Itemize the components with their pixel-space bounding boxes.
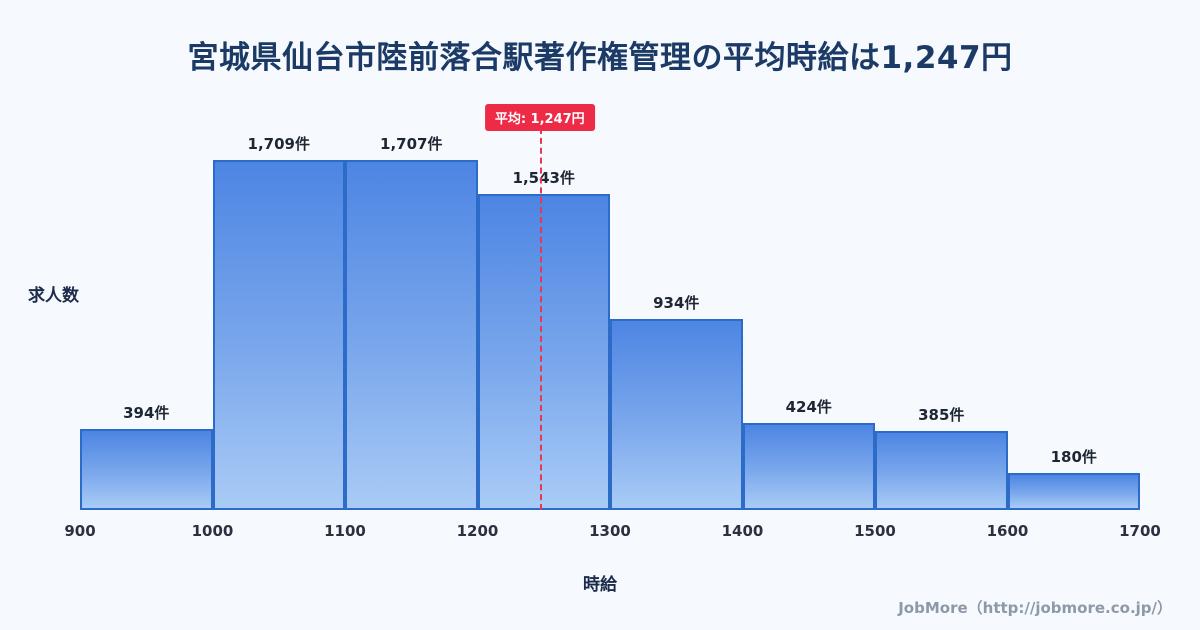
average-line	[539, 128, 542, 510]
bar-value-label: 1,543件	[512, 168, 575, 187]
x-tick-label: 1300	[589, 522, 631, 540]
x-tick-label: 1600	[986, 522, 1029, 540]
bar-value-label: 934件	[653, 293, 700, 312]
histogram-bar	[477, 193, 610, 510]
x-axis-label: 時給	[583, 575, 617, 595]
chart-title: 宮城県仙台市陸前落合駅著作権管理の平均時給は1,247円	[187, 40, 1013, 76]
bar-value-label: 394件	[123, 404, 170, 423]
bar-value-label: 180件	[1050, 448, 1097, 467]
x-tick-label: 1100	[324, 522, 366, 540]
bar-value-label: 385件	[918, 406, 965, 425]
footer-credit: JobMore（http://jobmore.co.jp/）	[898, 599, 1172, 617]
histogram-bar	[1007, 473, 1140, 510]
x-tick-label: 1400	[721, 522, 764, 540]
bar-value-label: 424件	[785, 398, 832, 417]
bar-value-label: 1,707件	[380, 135, 443, 154]
histogram-bar	[742, 423, 875, 510]
histogram-bar	[212, 160, 345, 510]
histogram-bar	[345, 160, 478, 510]
x-tick-label: 1000	[191, 522, 234, 540]
x-tick-label: 1700	[1119, 522, 1161, 540]
histogram-bar	[875, 431, 1008, 510]
histogram-bar	[610, 318, 743, 510]
histogram-bar	[80, 429, 213, 510]
y-axis-label: 求人数	[28, 286, 79, 306]
bar-value-label: 1,709件	[247, 135, 310, 153]
x-tick-label: 1500	[854, 522, 896, 540]
x-tick-label: 1200	[456, 522, 499, 540]
average-badge: 平均: 1,247円	[484, 104, 595, 131]
x-tick-label: 900	[64, 522, 96, 540]
